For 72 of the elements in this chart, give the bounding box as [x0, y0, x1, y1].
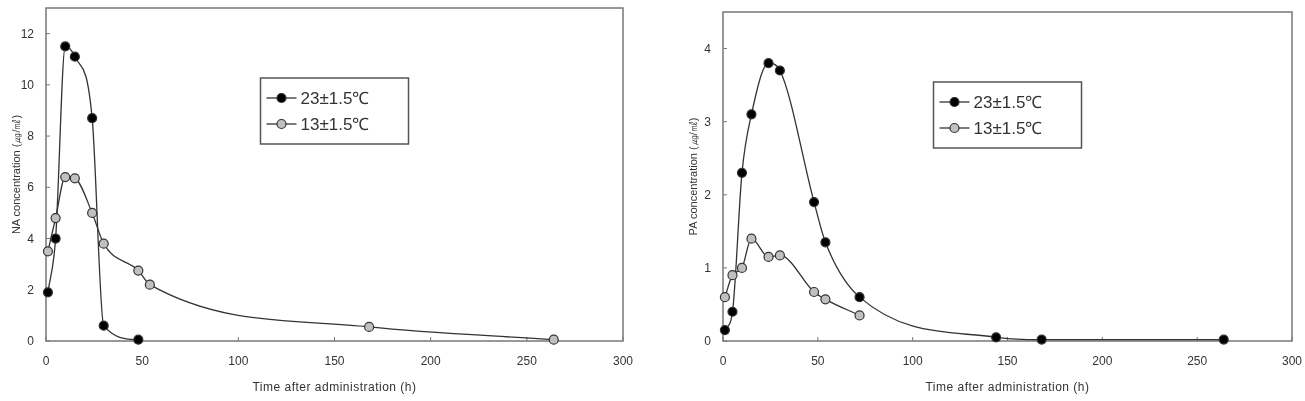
- y-axis-title: PA concentration (㎍/㎖): [687, 117, 699, 236]
- x-tick-label: 50: [811, 354, 825, 368]
- y-tick-label: 1: [704, 260, 712, 275]
- x-tick-label: 250: [1187, 354, 1208, 368]
- point: [746, 109, 757, 120]
- y-tick-label: 8: [27, 129, 35, 144]
- y-axis-title: NA concentration (㎍/㎖): [10, 114, 22, 235]
- x-tick-label: 0: [42, 354, 50, 368]
- x-axis-title: Time after administration (h): [252, 380, 417, 394]
- x-tick-label: 200: [420, 354, 441, 368]
- point: [763, 58, 774, 69]
- point: [736, 262, 748, 273]
- y-tick-label: 0: [27, 334, 35, 348]
- point: [42, 287, 54, 298]
- x-tick-label: 100: [228, 354, 249, 368]
- y-tick-label: 4: [704, 41, 712, 56]
- point: [746, 233, 757, 244]
- x-tick-label: 250: [516, 354, 538, 368]
- legend-label: 23±1.5℃: [973, 93, 1043, 112]
- legend-label: 13±1.5℃: [973, 119, 1043, 138]
- point: [98, 320, 109, 331]
- x-axis-title: Time after administration (h): [925, 380, 1090, 394]
- point: [820, 294, 831, 305]
- y-tick-label: 12: [20, 26, 35, 41]
- y-tick-label: 0: [704, 334, 712, 348]
- point: [1218, 334, 1229, 345]
- x-tick-label: 100: [902, 354, 923, 368]
- point: [69, 51, 80, 62]
- x-tick-label: 200: [1092, 354, 1113, 368]
- x-tick-label: 300: [612, 354, 634, 368]
- legend-label: 23±1.5℃: [300, 89, 370, 108]
- point: [87, 207, 98, 219]
- point: [774, 65, 785, 76]
- point: [719, 292, 730, 303]
- y-tick-label: 4: [27, 231, 35, 246]
- x-tick-label: 150: [997, 354, 1018, 368]
- point: [854, 310, 865, 321]
- point: [364, 321, 375, 333]
- point: [727, 306, 738, 317]
- point: [727, 270, 738, 281]
- point: [548, 334, 559, 345]
- legend-label: 13±1.5℃: [300, 115, 370, 134]
- point: [60, 171, 71, 183]
- x-tick-label: 50: [135, 354, 150, 368]
- point: [69, 173, 80, 184]
- y-tick-label: 3: [704, 114, 712, 129]
- point: [87, 113, 98, 124]
- x-tick-label: 150: [324, 354, 345, 368]
- point: [98, 238, 109, 249]
- point: [763, 251, 774, 263]
- y-tick-label: 10: [20, 77, 35, 92]
- point: [60, 41, 71, 52]
- point: [808, 286, 820, 298]
- point: [808, 196, 820, 208]
- x-tick-label: 0: [719, 354, 727, 368]
- point: [736, 167, 748, 178]
- point: [50, 212, 61, 224]
- point: [50, 233, 61, 244]
- point: [854, 292, 865, 303]
- point: [719, 324, 730, 336]
- x-tick-label: 300: [1281, 354, 1303, 368]
- y-tick-label: 2: [704, 187, 712, 202]
- point: [133, 334, 144, 345]
- point: [774, 250, 785, 261]
- point: [1036, 334, 1047, 345]
- point: [820, 237, 831, 248]
- point: [42, 246, 54, 257]
- point: [991, 332, 1002, 343]
- point: [144, 279, 155, 290]
- y-tick-label: 2: [27, 282, 35, 297]
- y-tick-label: 6: [27, 180, 35, 195]
- point: [133, 265, 144, 276]
